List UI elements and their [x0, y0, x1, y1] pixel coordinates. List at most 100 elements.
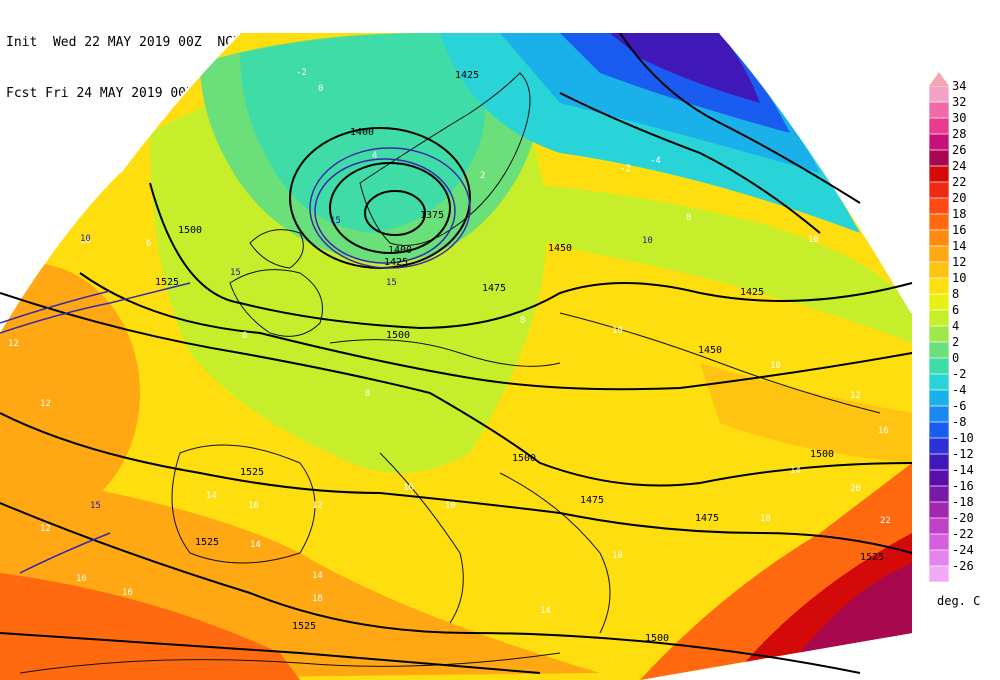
temp-label: 16	[76, 574, 87, 584]
wind-label: 15	[90, 501, 101, 511]
arctic-northeast	[610, 33, 760, 103]
temp-label: 8	[520, 316, 525, 326]
height-label: 1425	[384, 257, 408, 268]
colorbar-swatch	[929, 470, 949, 486]
temp-label: 18	[760, 514, 771, 524]
temp-label: -2	[620, 164, 631, 174]
colorbar-swatch	[929, 86, 949, 102]
temp-label: 10	[612, 326, 623, 336]
colorbar-swatch	[929, 182, 949, 198]
colorbar-level-label: 0	[952, 351, 960, 365]
temp-label: 20	[850, 484, 861, 494]
temp-label: 12	[40, 524, 51, 534]
temp-label: 10	[808, 235, 819, 245]
height-label: 1425	[455, 70, 479, 81]
temp-label: 14	[206, 491, 217, 501]
temp-label: 14	[540, 606, 551, 616]
colorbar-swatch	[929, 294, 949, 310]
colorbar-swatch	[929, 406, 949, 422]
colorbar-max-arrow	[929, 72, 949, 86]
temp-label: 12	[312, 501, 323, 511]
colorbar-swatch	[929, 102, 949, 118]
height-label: 1400	[388, 245, 412, 256]
height-label: 1525	[860, 552, 884, 563]
temp-label: 4	[372, 151, 377, 161]
colorbar-level-label: 18	[952, 207, 967, 221]
height-label: 1525	[292, 621, 316, 632]
temp-label: 18	[312, 594, 323, 604]
colorbar-level-label: 34	[952, 79, 967, 93]
colorbar-level-label: 2	[952, 335, 960, 349]
colorbar-level-label: -16	[952, 479, 974, 493]
temp-label: -2	[296, 68, 307, 78]
height-label: 1475	[695, 513, 719, 524]
colorbar-level-label: -4	[952, 383, 967, 397]
wind-label: 15	[230, 268, 241, 278]
colorbar-swatch	[929, 118, 949, 134]
colorbar-level-label: -2	[952, 367, 967, 381]
height-label: 1475	[482, 283, 506, 294]
colorbar-swatch	[929, 374, 949, 390]
colorbar-unit: deg. C	[937, 594, 981, 608]
temp-label: 6	[146, 239, 151, 249]
colorbar-level-label: -8	[952, 415, 967, 429]
colorbar-level-label: 12	[952, 255, 967, 269]
colorbar-swatch	[929, 502, 949, 518]
height-label: 1450	[548, 243, 572, 254]
colorbar-swatch	[929, 390, 949, 406]
temp-label: -4	[650, 156, 661, 166]
colorbar-level-label: 20	[952, 191, 967, 205]
wind-label: 10	[80, 234, 91, 244]
colorbar-swatch	[929, 326, 949, 342]
height-label: 1525	[240, 467, 264, 478]
height-label: 1425	[740, 287, 764, 298]
colorbar-level-label: 6	[952, 303, 960, 317]
weather-map: 1425 1400 1375 1500 1525 1400 1425 1450 …	[0, 33, 913, 680]
temp-label: 16	[878, 426, 889, 436]
wind-contours	[0, 147, 471, 574]
wind-label: 15	[330, 216, 341, 226]
warm-blob-west	[0, 263, 140, 523]
colorbar-swatch	[929, 342, 949, 358]
colorbar-swatch	[929, 150, 949, 166]
hot-band-southwest	[0, 573, 300, 680]
colorbar-level-label: 26	[952, 143, 967, 157]
colorbar-level-label: -6	[952, 399, 967, 413]
colorbar-swatch	[929, 566, 949, 582]
temp-label: 8	[686, 213, 691, 223]
colorbar-swatch	[929, 438, 949, 454]
temp-label: 10	[445, 501, 456, 511]
colorbar-swatch	[929, 214, 949, 230]
colorbar-swatch	[929, 198, 949, 214]
colorbar-level-label: 22	[952, 175, 967, 189]
colorbar-level-label: 28	[952, 127, 967, 141]
height-label: 1475	[580, 495, 604, 506]
colorbar-swatch	[929, 358, 949, 374]
colorbar-swatch	[929, 454, 949, 470]
colorbar-swatch	[929, 310, 949, 326]
temp-label: 14	[312, 571, 323, 581]
temp-label: 10	[770, 361, 781, 371]
colorbar-level-label: 16	[952, 223, 967, 237]
temp-label: 16	[122, 588, 133, 598]
temp-label: 6	[242, 331, 247, 341]
temp-label: 0	[318, 84, 323, 94]
colorbar-swatch	[929, 246, 949, 262]
height-contours	[0, 33, 913, 674]
temp-label: 8	[365, 389, 370, 399]
colorbar-level-label: -26	[952, 559, 974, 573]
temp-label: 2	[480, 171, 485, 181]
cold-core-inner	[240, 33, 485, 233]
colorbar-swatch	[929, 534, 949, 550]
colorbar-swatch	[929, 422, 949, 438]
height-label: 1450	[698, 345, 722, 356]
height-label: 1500	[645, 633, 669, 644]
height-label: 1500	[810, 449, 834, 460]
colorbar-swatch	[929, 278, 949, 294]
colorbar-level-label: -12	[952, 447, 974, 461]
colorbar-swatch	[929, 550, 949, 566]
colorbar-swatch	[929, 262, 949, 278]
cool-band-east	[520, 183, 912, 343]
height-label: 1500	[178, 225, 202, 236]
colorbar-level-label: -10	[952, 431, 974, 445]
